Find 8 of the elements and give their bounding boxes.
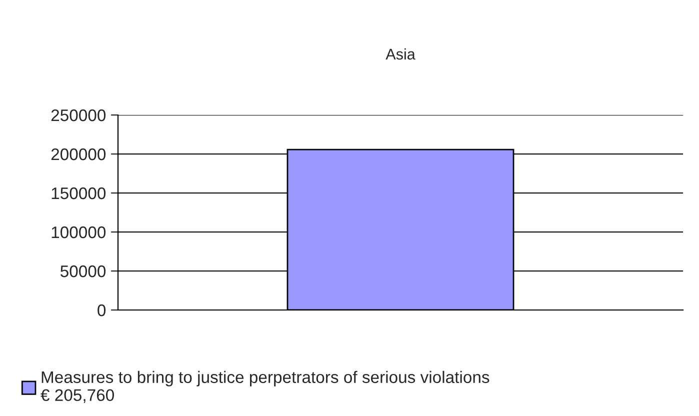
y-tick-label: 50000 [60,265,106,278]
y-tick-label: 100000 [52,226,106,238]
y-tick-label: 250000 [51,109,106,122]
y-tick-label: 0 [98,304,106,316]
chart-title: Asia [386,48,416,60]
y-tick-label: 200000 [51,148,106,160]
legend-label: Measures to bring to justice perpetrators of serious violations € 205,760 [40,370,490,404]
y-tick-label: 150000 [52,187,106,200]
